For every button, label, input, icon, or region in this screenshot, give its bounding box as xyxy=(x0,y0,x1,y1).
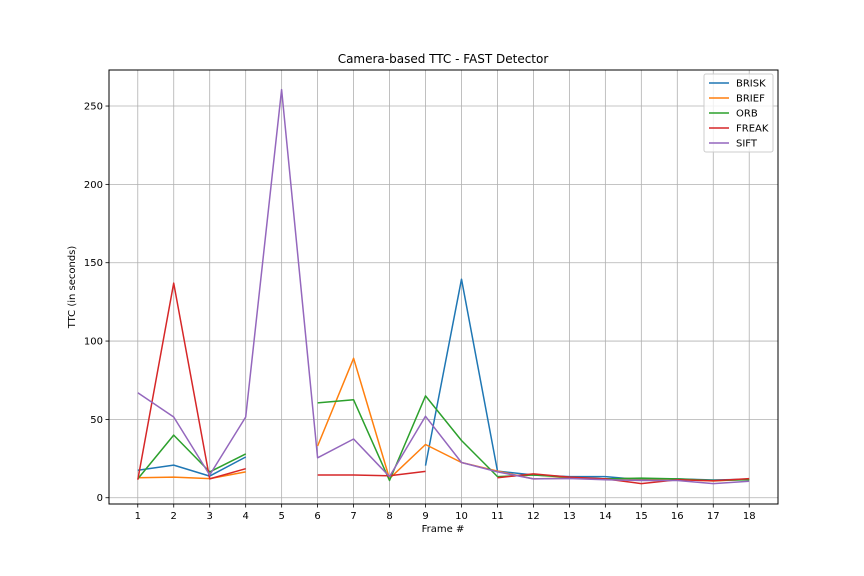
legend-label-brief: BRIEF xyxy=(736,94,765,105)
x-tick-label: 5 xyxy=(278,511,284,522)
axis-ticks: 1 2 3 4 5 6 7 8 9 10 11 12 13 14 15 16 17 180501001502002… xyxy=(84,102,756,522)
x-tick-label: 17 xyxy=(707,511,720,522)
series-line-orb xyxy=(137,434,247,480)
series-line-freak xyxy=(317,470,426,477)
series-line-freak xyxy=(497,473,750,485)
legend-label-orb: ORB xyxy=(736,109,758,120)
grid xyxy=(109,70,778,504)
x-tick-label: 6 xyxy=(314,511,320,522)
legend-box xyxy=(703,73,774,153)
y-tick-label: 50 xyxy=(90,415,103,426)
series-lines xyxy=(137,88,750,485)
x-tick-label: 9 xyxy=(422,511,428,522)
x-tick-label: 7 xyxy=(350,511,356,522)
series-line-orb xyxy=(317,395,750,482)
x-tick-label: 2 xyxy=(171,511,177,522)
y-tick-label: 250 xyxy=(84,102,103,113)
y-tick-label: 0 xyxy=(97,493,103,504)
x-tick-label: 11 xyxy=(491,511,504,522)
y-tick-label: 150 xyxy=(84,258,103,269)
x-tick-label: 4 xyxy=(242,511,248,522)
x-tick-label: 8 xyxy=(386,511,392,522)
x-tick-label: 3 xyxy=(207,511,213,522)
y-tick-label: 200 xyxy=(84,180,103,191)
y-tick-label: 100 xyxy=(84,337,103,348)
legend-label-brisk: BRISK xyxy=(736,79,766,90)
x-tick-label: 15 xyxy=(635,511,648,522)
series-line-brisk xyxy=(137,456,247,477)
legend-label-sift: SIFT xyxy=(736,139,758,150)
plot-frame xyxy=(108,69,779,505)
x-tick-label: 18 xyxy=(743,511,756,522)
series-line-brisk xyxy=(424,278,750,481)
x-tick-label: 13 xyxy=(563,511,576,522)
series-line-sift xyxy=(137,88,750,485)
chart-title: Camera-based TTC - FAST Detector xyxy=(338,52,549,66)
series-line-brief xyxy=(137,471,246,480)
x-tick-label: 12 xyxy=(527,511,540,522)
series-line-freak xyxy=(137,282,246,480)
legend-label-freak: FREAK xyxy=(736,124,769,135)
x-tick-label: 10 xyxy=(455,511,468,522)
x-tick-label: 16 xyxy=(671,511,684,522)
x-axis-label: Frame # xyxy=(422,524,465,535)
y-axis-label: TTC (in seconds) xyxy=(67,246,78,330)
legend: BRISK BRIEF ORB FREAK SIFT xyxy=(703,73,774,153)
x-tick-label: 1 xyxy=(135,511,141,522)
x-tick-label: 14 xyxy=(599,511,612,522)
